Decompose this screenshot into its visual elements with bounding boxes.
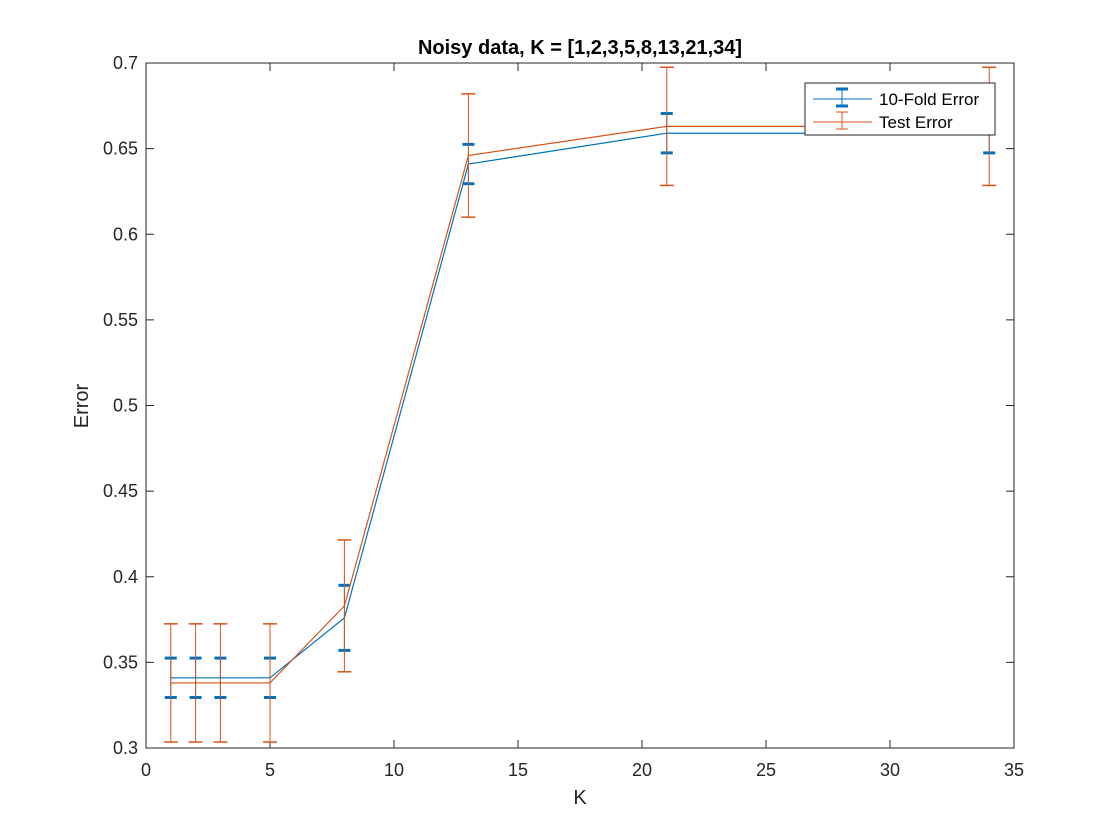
chart-title: Noisy data, K = [1,2,3,5,8,13,21,34]: [418, 37, 742, 59]
error-bar-test-error: [659, 66, 674, 187]
series-line-10-fold-error: [170, 132, 990, 679]
x-tick-label: 15: [508, 760, 528, 780]
error-bar-test-error: [337, 539, 352, 673]
error-bar-test-error: [188, 623, 203, 743]
legend-label-10-fold-error: 10-Fold Error: [879, 90, 979, 109]
error-bar-test-error: [213, 623, 228, 743]
y-tick-label: 0.55: [103, 310, 138, 330]
x-tick-label: 30: [880, 760, 900, 780]
error-bar-test-error: [163, 623, 178, 743]
y-tick-label: 0.5: [113, 396, 138, 416]
y-tick-label: 0.45: [103, 481, 138, 501]
legend-marker-test-error: [813, 111, 872, 130]
y-tick-label: 0.7: [113, 53, 138, 73]
x-axis-label: K: [573, 787, 587, 809]
error-bar-test-error: [461, 93, 476, 218]
x-tick-label: 0: [141, 760, 151, 780]
series-line-test-error: [170, 125, 990, 684]
axis-ticks: 0 5 10 15 20 25 30 35 0.3 0.35 0.4 0.45 0.5 0.55 0.6 0.…: [103, 53, 1024, 780]
y-tick-label: 0.4: [113, 567, 138, 587]
y-tick-label: 0.6: [113, 224, 138, 244]
x-tick-label: 5: [265, 760, 275, 780]
series-test-error: [163, 66, 997, 743]
x-tick-label: 25: [756, 760, 776, 780]
y-tick-label: 0.65: [103, 139, 138, 159]
y-tick-label: 0.35: [103, 652, 138, 672]
legend: 10-Fold Error Test Error: [804, 82, 996, 136]
plot-area: [145, 62, 1015, 749]
y-axis-label: Error: [71, 383, 93, 428]
error-bar-test-error: [263, 623, 277, 743]
legend-marker-10-fold-error: [813, 87, 872, 108]
x-tick-label: 20: [632, 760, 652, 780]
y-tick-label: 0.3: [113, 738, 138, 758]
legend-box: [804, 82, 996, 136]
legend-label-test-error: Test Error: [879, 113, 953, 132]
x-tick-label: 10: [384, 760, 404, 780]
x-tick-label: 35: [1004, 760, 1024, 780]
